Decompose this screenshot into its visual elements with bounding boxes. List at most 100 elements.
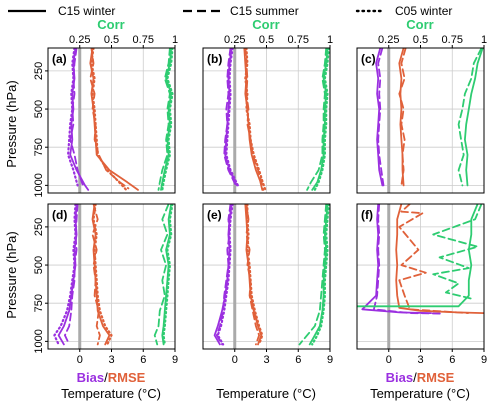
series-group <box>223 48 330 191</box>
panel-label: (a) <box>52 52 67 66</box>
corr-tick-label: 0.75 <box>133 34 154 46</box>
legend-item-c15-summer: C15 summer <box>183 4 299 18</box>
x-label-bias: Bias <box>386 370 413 385</box>
panel-d: (d) 0 3 6 9 250 500 750 1000 <box>33 203 178 366</box>
x-label-sep: / <box>104 370 108 385</box>
series-corr-solid <box>357 204 479 308</box>
x-label-sep: / <box>413 370 417 385</box>
panel-a: (a)0.25 0.5 0.75 1 250 500 750 1000 <box>33 34 178 198</box>
x-label-bias: Bias <box>77 370 104 385</box>
legend-item-c05-winter: C05 winter <box>355 4 452 18</box>
legend: C15 winter C15 summer C05 winter <box>8 4 452 18</box>
corr-tick-label: 0.25 <box>378 34 399 46</box>
legend-label-c05-winter: C05 winter <box>395 4 452 18</box>
x-axis-title-col3: Bias/RMSE Temperature (°C) <box>370 370 470 401</box>
series-group <box>53 204 174 346</box>
series-corr-dotted <box>313 48 330 191</box>
legend-item-c15-winter: C15 winter <box>8 4 115 18</box>
y-axis-title-bottom: Pressure (hPa) <box>4 231 19 318</box>
legend-label-c15-winter: C15 winter <box>58 4 115 18</box>
series-rmse-dotted <box>90 48 128 191</box>
panel-label: (e) <box>207 208 222 222</box>
series-bias-dashed <box>377 48 385 187</box>
series-corr-dashed <box>298 204 328 346</box>
x-tick-label: 9 <box>481 354 487 366</box>
panel-b: (b)0.25 0.5 0.75 1 <box>202 34 333 194</box>
x-tick-label: 9 <box>327 354 333 366</box>
x-tick-label: 6 <box>449 354 455 366</box>
y-tick-label: 750 <box>33 138 45 156</box>
y-tick-label: 250 <box>33 62 45 80</box>
series-rmse-dashed <box>398 204 469 314</box>
series-rmse-dotted <box>244 48 267 191</box>
series-bias-dashed <box>373 204 443 315</box>
series-rmse-dotted <box>92 204 113 346</box>
series-rmse-solid <box>89 48 139 191</box>
series-bias-dotted <box>225 48 239 187</box>
series-corr-dotted <box>311 204 330 346</box>
x-label-rmse: RMSE <box>108 370 146 385</box>
svg-text:Bias/RMSE: Bias/RMSE <box>386 370 455 385</box>
x-tick-label: 9 <box>172 354 178 366</box>
series-corr-dotted <box>162 204 174 346</box>
series-group <box>375 48 484 187</box>
series-bias-dashed <box>69 48 84 187</box>
x-axis-title-col1: Bias/RMSE Temperature (°C) <box>61 370 161 401</box>
y-tick-label: 500 <box>33 256 45 274</box>
y-tick-label: 750 <box>33 294 45 312</box>
y-axis-title-top: Pressure (hPa) <box>4 80 19 167</box>
x-label-rmse: RMSE <box>417 370 455 385</box>
series-group <box>67 48 174 191</box>
corr-tick-label: 0.75 <box>288 34 309 46</box>
corr-tick-label: 1 <box>172 34 178 46</box>
series-corr-dotted <box>161 48 174 191</box>
panel-label: (d) <box>52 208 67 222</box>
x-label-temperature: Temperature (°C) <box>61 386 161 401</box>
panel-e: (e) 0 3 6 9 <box>202 203 333 366</box>
corr-tick-label: 0.75 <box>442 34 463 46</box>
corr-tick-label: 0.5 <box>104 34 119 46</box>
y-tick-label: 250 <box>33 218 45 236</box>
series-corr-dashed <box>432 204 483 300</box>
series-bias-dashed <box>223 48 237 187</box>
series-rmse-dotted <box>246 204 264 346</box>
x-tick-label: 6 <box>140 354 146 366</box>
y-tick-label: 1000 <box>33 329 45 353</box>
series-bias-dotted <box>53 204 77 346</box>
corr-tick-label: 0.25 <box>69 34 90 46</box>
x-axis-title-col2: Temperature (°C) <box>216 386 316 401</box>
corr-tick-label: 0.5 <box>413 34 428 46</box>
x-tick-label: 0 <box>77 354 83 366</box>
panel-label: (f) <box>361 208 373 222</box>
corr-tick-label: 1 <box>327 34 333 46</box>
series-rmse-dashed <box>91 204 101 346</box>
corr-tick-label: 0.25 <box>224 34 245 46</box>
x-tick-label: 6 <box>295 354 301 366</box>
series-group <box>213 204 330 346</box>
x-tick-label: 0 <box>232 354 238 366</box>
series-corr-solid <box>161 204 173 346</box>
x-label-temperature: Temperature (°C) <box>370 386 470 401</box>
corr-title-col1: Corr <box>97 17 124 32</box>
series-corr-solid <box>160 48 173 191</box>
series-bias-dotted <box>67 48 79 187</box>
y-tick-label: 1000 <box>33 173 45 197</box>
series-corr-dashed <box>457 48 483 187</box>
panel-c: (c)0.25 0.5 0.75 1 <box>356 34 487 194</box>
panel-f: (f) 0 3 6 9 <box>356 203 487 366</box>
x-tick-label: 0 <box>386 354 392 366</box>
series-corr-solid <box>464 48 484 187</box>
corr-tick-label: 1 <box>481 34 487 46</box>
x-tick-label: 3 <box>417 354 423 366</box>
series-bias-dotted <box>216 204 234 346</box>
legend-label-c15-summer: C15 summer <box>230 4 299 18</box>
series-group <box>357 204 484 315</box>
series-bias-solid <box>375 48 384 187</box>
series-corr-dashed <box>153 204 170 346</box>
panel-label: (c) <box>361 52 376 66</box>
series-corr-dashed <box>306 48 328 191</box>
series-rmse-dashed <box>398 48 407 187</box>
series-corr-solid <box>311 48 329 191</box>
